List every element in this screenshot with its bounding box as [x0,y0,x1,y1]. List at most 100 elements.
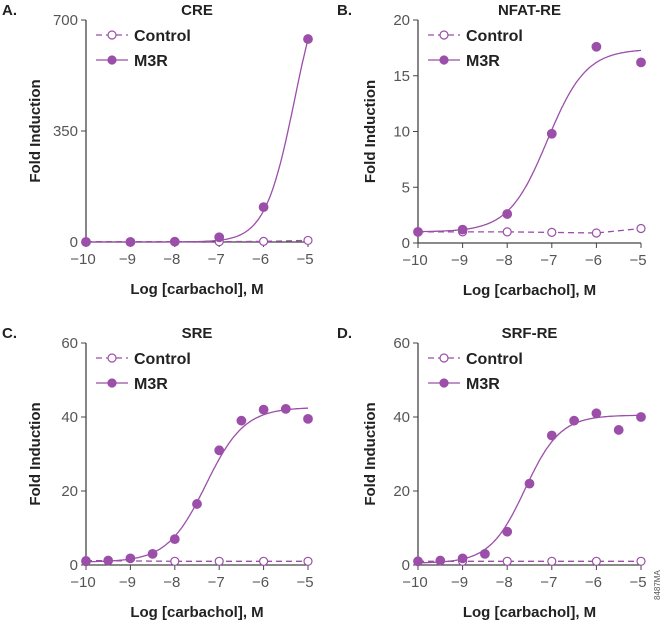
series-line [418,49,642,233]
x-axis-label: Log [carbachol], M [463,604,596,621]
data-point [502,556,512,566]
panel-srf-re: D. SRF-RE 0 20 40 60 −10 −9 −8 −7 −6 −5 Log [carbach… [337,325,647,621]
data-point [502,227,512,237]
y-tick-label: 0 [70,557,78,574]
x-tick-label: −6 [585,252,602,269]
data-point [103,555,114,566]
data-point [258,202,269,213]
y-axis-label: Fold Induction [27,79,44,182]
x-tick-label: −7 [540,252,557,269]
legend-marker [439,353,449,363]
x-tick-label: −6 [252,251,269,268]
data-point [259,236,269,246]
y-tick-label: 0 [70,234,78,251]
x-tick-label: −9 [119,251,136,268]
y-axis-label: Fold Induction [362,402,379,505]
x-axis-label: Log [carbachol], M [130,281,263,298]
legend-label: M3R [134,53,168,70]
data-point [147,549,158,559]
x-tick-label: −10 [402,252,427,269]
panel-sre: C. SRE 0 20 40 60 −10 −9 −8 −7 −6 −5 Log [carbachol]… [2,325,314,621]
x-tick-label: −7 [208,574,225,591]
data-point [480,549,490,559]
data-point [169,236,180,247]
panel-label: C. [2,325,17,342]
series-control: Control [413,351,646,566]
data-point [413,226,423,237]
legend-marker [439,378,449,388]
panel-label: A. [2,2,17,19]
data-point [547,227,557,238]
y-tick-label: 10 [393,124,410,141]
data-point [214,445,225,456]
legend-marker [107,378,117,388]
x-tick-label: −8 [496,252,513,269]
legend-marker [439,30,449,40]
data-point [524,478,535,489]
x-tick-label: −8 [496,574,513,591]
y-tick-label: 20 [393,12,410,29]
y-tick-label: 0 [402,557,410,574]
x-tick-label: −10 [402,574,427,591]
data-point [81,556,91,567]
x-tick-label: −10 [70,251,95,268]
data-point [457,553,468,564]
chart-title: CRE [181,2,213,19]
data-point [636,412,646,422]
chart-title: SRF-RE [502,325,558,342]
y-tick-label: 60 [61,335,78,352]
legend-label: Control [134,351,191,368]
y-tick-label: 0 [402,235,410,252]
data-point [81,237,91,247]
series-control: Control [413,28,646,238]
y-tick-label: 700 [53,12,78,29]
x-tick-label: −6 [252,574,269,591]
panel-label: B. [337,2,352,19]
data-point [546,430,557,441]
data-point [303,34,313,44]
chart-title: SRE [182,325,213,342]
data-point [259,556,269,566]
panel-nfat-re: B. NFAT-RE 0 5 10 15 20 −10 −9 −8 −7 −6 −5 Log [carba… [337,2,647,299]
series-line [418,414,641,564]
x-tick-label: −9 [451,574,468,591]
x-axis-label: Log [carbachol], M [130,604,263,621]
x-axis-label: Log [carbachol], M [463,282,596,299]
data-point [169,534,180,544]
legend-label: M3R [466,53,500,70]
y-tick-label: 5 [402,179,410,196]
legend-label: Control [466,28,523,45]
data-point [591,556,602,566]
x-tick-label: −5 [629,574,646,591]
y-tick-label: 15 [393,68,410,85]
x-tick-label: −8 [163,574,180,591]
data-point [192,499,202,509]
data-point [258,404,269,415]
series-m3r: M3R [413,376,646,567]
y-tick-label: 60 [393,335,410,352]
data-point [569,415,579,426]
series-m3r: M3R [81,376,313,567]
data-point [413,556,423,567]
y-axis-label: Fold Induction [27,402,44,505]
x-tick-label: −6 [585,574,602,591]
data-point [636,57,646,68]
x-tick-label: −7 [540,574,557,591]
series-line [86,39,309,243]
series-line [418,227,642,234]
data-point [591,228,602,238]
data-point [303,556,313,566]
data-point [435,555,446,566]
x-tick-label: −5 [629,252,646,269]
panel-cre: A. CRE 0 350 700 −10 −9 −8 −7 −6 −5 Log [carbachol]… [2,2,314,298]
data-point [457,224,468,235]
data-point [125,553,136,564]
data-point [547,556,557,566]
data-point [280,403,291,414]
data-point [236,415,247,426]
data-point [502,526,513,537]
legend-label: M3R [134,376,168,393]
y-axis-label: Fold Induction [362,80,379,183]
legend-label: Control [134,28,191,45]
y-tick-label: 20 [61,483,78,500]
